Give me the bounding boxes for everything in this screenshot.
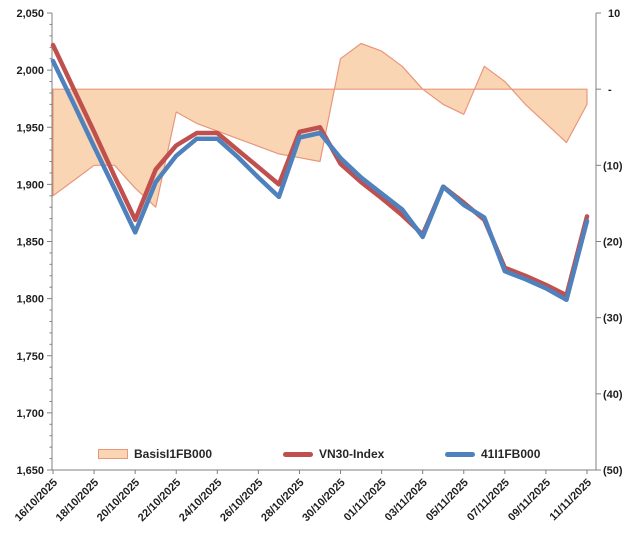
- legend-item-basis: BasisI1FB000: [98, 444, 212, 464]
- svg-text:1,900: 1,900: [16, 179, 44, 191]
- svg-text:(40): (40): [603, 389, 623, 401]
- svg-text:(50): (50): [603, 465, 623, 477]
- svg-text:26/10/2025: 26/10/2025: [218, 477, 265, 524]
- svg-text:16/10/2025: 16/10/2025: [13, 477, 60, 524]
- svg-text:1,650: 1,650: [16, 465, 44, 477]
- svg-text:(10): (10): [603, 160, 623, 172]
- svg-text:1,800: 1,800: [16, 294, 44, 306]
- svg-text:22/10/2025: 22/10/2025: [136, 477, 183, 524]
- legend-label-basis: BasisI1FB000: [134, 447, 213, 461]
- svg-text:03/11/2025: 03/11/2025: [383, 477, 430, 524]
- vn30-line-swatch: [283, 451, 313, 457]
- futures-line-swatch: [445, 451, 475, 457]
- svg-text:24/10/2025: 24/10/2025: [177, 477, 224, 524]
- svg-text:1,700: 1,700: [16, 408, 44, 420]
- svg-text:1,850: 1,850: [16, 237, 44, 249]
- svg-text:01/11/2025: 01/11/2025: [342, 477, 389, 524]
- svg-text:05/11/2025: 05/11/2025: [424, 477, 471, 524]
- svg-text:28/10/2025: 28/10/2025: [259, 477, 306, 524]
- basis-area-swatch: [98, 449, 128, 459]
- svg-text:2,000: 2,000: [16, 65, 44, 77]
- svg-text:07/11/2025: 07/11/2025: [465, 477, 512, 524]
- legend-label-vn30: VN30-Index: [319, 447, 385, 461]
- svg-text:(30): (30): [603, 313, 623, 325]
- svg-text:-: -: [608, 84, 612, 96]
- svg-text:30/10/2025: 30/10/2025: [300, 477, 347, 524]
- svg-text:2,050: 2,050: [16, 8, 44, 20]
- futures-line-series: [50, 58, 590, 303]
- legend-label-futures: 41I1FB000: [481, 447, 541, 461]
- legend-item-futures: 41I1FB000: [445, 444, 540, 464]
- svg-text:(20): (20): [603, 237, 623, 249]
- legend: BasisI1FB000 VN30-Index 41I1FB000: [0, 444, 641, 466]
- svg-text:11/11/2025: 11/11/2025: [548, 477, 595, 524]
- legend-item-vn30: VN30-Index: [283, 444, 384, 464]
- svg-text:18/10/2025: 18/10/2025: [54, 477, 101, 524]
- svg-text:1,950: 1,950: [16, 122, 44, 134]
- svg-text:20/10/2025: 20/10/2025: [95, 477, 142, 524]
- svg-text:10: 10: [608, 8, 620, 20]
- svg-text:1,750: 1,750: [16, 351, 44, 363]
- svg-text:09/11/2025: 09/11/2025: [506, 477, 553, 524]
